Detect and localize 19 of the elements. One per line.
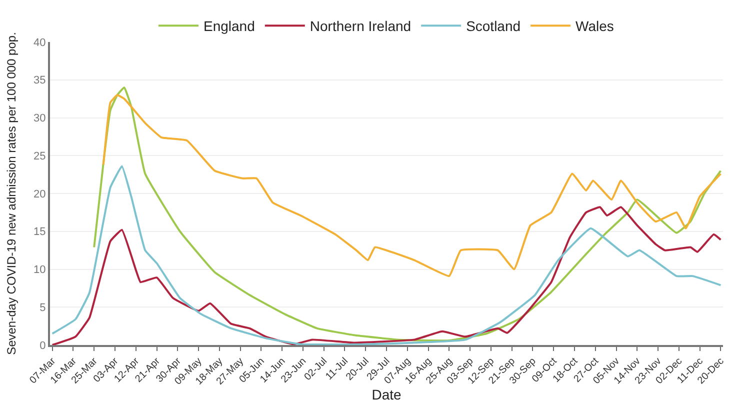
legend-label: Scotland (466, 18, 521, 34)
line-series (51, 206, 722, 345)
y-tick-label: 10 (34, 264, 46, 276)
y-axis-title: Seven-day COVID-19 new admission rates per 100 000 pop. (4, 32, 18, 355)
legend-label: Wales (576, 18, 614, 34)
y-tick-label: 20 (34, 188, 46, 200)
line-series (102, 94, 722, 278)
line-series (51, 165, 722, 345)
y-tick-label: 40 (34, 36, 46, 49)
x-axis-title: Date (372, 386, 402, 402)
legend-label: England (204, 18, 255, 34)
y-tick-label: 5 (40, 302, 46, 314)
y-tick-label: 15 (34, 226, 46, 238)
y-tick-label: 25 (34, 150, 46, 162)
legend-label: Northern Ireland (310, 18, 412, 34)
y-tick-label: 30 (34, 112, 46, 125)
line-series (93, 86, 722, 342)
y-tick-label: 0 (40, 340, 46, 352)
y-tick-label: 35 (34, 74, 46, 87)
